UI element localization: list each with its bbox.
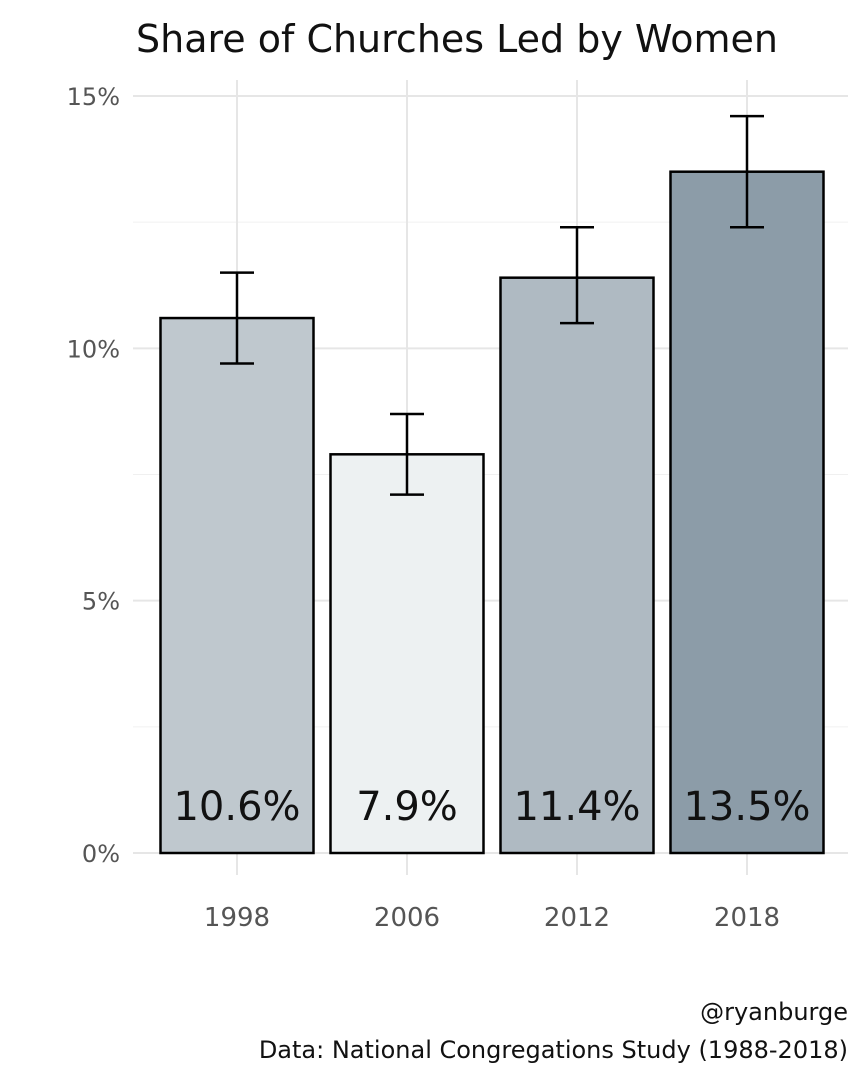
caption-source: Data: National Congregations Study (1988… [259, 1036, 848, 1064]
bar-label-2018: 13.5% [683, 784, 810, 830]
chart-title: Share of Churches Led by Women [136, 17, 778, 61]
bar-label-1998: 10.6% [173, 784, 300, 830]
bar-1998 [159, 316, 315, 855]
y-tick-label: 0% [82, 840, 120, 868]
bar-label-2012: 11.4% [513, 784, 640, 830]
bar-2018 [669, 170, 825, 855]
y-axis-ticks: 0% 5% 10% 15% [67, 83, 120, 868]
x-axis-ticks: 1998 2006 2012 2018 [204, 903, 780, 933]
bar-labels: 10.6% 7.9% 11.4% 13.5% [173, 784, 810, 830]
x-tick-label: 1998 [204, 903, 270, 933]
bar-2006 [329, 453, 485, 855]
y-tick-label: 5% [82, 588, 120, 616]
error-bars [220, 114, 764, 496]
bar-2012 [499, 276, 655, 855]
bars [159, 170, 825, 855]
y-tick-label: 15% [67, 83, 120, 111]
x-tick-label: 2012 [544, 903, 610, 933]
y-tick-label: 10% [67, 335, 120, 363]
bar-label-2006: 7.9% [356, 784, 458, 830]
x-tick-label: 2006 [374, 903, 440, 933]
x-tick-label: 2018 [714, 903, 780, 933]
caption-author: @ryanburge [700, 998, 848, 1026]
